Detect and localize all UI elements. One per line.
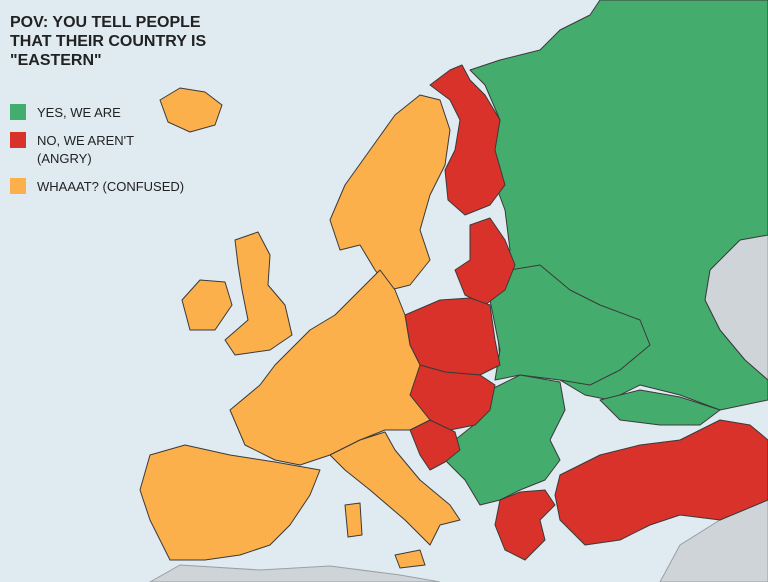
legend-label: WHAAAT? (CONFUSED): [37, 179, 184, 194]
ireland: [181, 279, 233, 331]
title-line: "EASTERN": [10, 52, 102, 69]
legend: YES, WE ARE NO, WE AREN'T (ANGRY) WHAAAT? (…: [10, 104, 184, 194]
sicily: [394, 549, 426, 569]
great-britain: [224, 231, 293, 356]
legend-swatch: [10, 132, 26, 148]
title: POV: YOU TELL PEOPLE THAT THEIR COUNTRY I…: [10, 14, 206, 69]
region-orange: [139, 87, 461, 569]
legend-swatch: [10, 104, 26, 120]
finland: [429, 64, 506, 216]
region-green: [444, 0, 768, 506]
legend-swatch: [10, 178, 26, 194]
croatia: [409, 419, 461, 471]
iceland: [159, 87, 223, 133]
baltics: [454, 217, 516, 306]
title-line: THAT THEIR COUNTRY IS: [10, 33, 206, 50]
greece: [494, 489, 556, 561]
belarus-ukraine: [489, 264, 651, 386]
western-europe: [229, 269, 431, 466]
legend-label: (ANGRY): [37, 151, 92, 166]
legend-label: NO, WE AREN'T: [37, 133, 134, 148]
legend-label: YES, WE ARE: [37, 105, 121, 120]
scandinavia: [329, 94, 451, 291]
title-line: POV: YOU TELL PEOPLE: [10, 14, 201, 31]
africa: [148, 564, 441, 582]
caucasus: [599, 389, 721, 426]
italy: [329, 431, 461, 546]
turkey: [554, 419, 768, 546]
iberia: [139, 444, 321, 561]
sardinia: [344, 502, 363, 538]
region-red: [389, 64, 768, 561]
balkans-romania: [444, 374, 566, 506]
